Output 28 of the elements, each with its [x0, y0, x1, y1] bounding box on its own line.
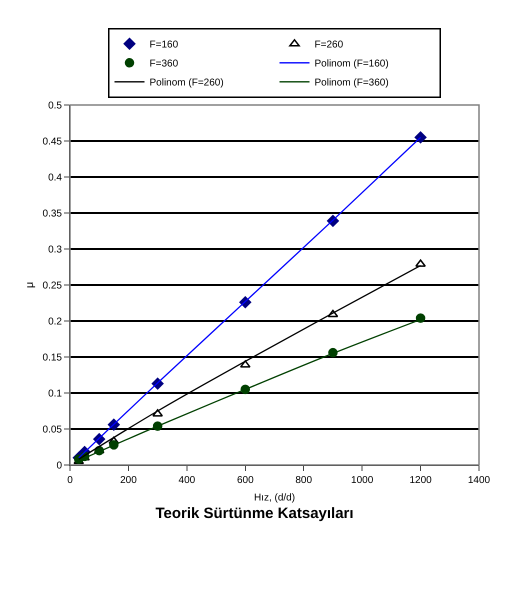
- y-tick-label: 0.45: [42, 136, 62, 148]
- x-tick-label: 1400: [468, 475, 491, 486]
- x-tick-label: 400: [178, 475, 196, 486]
- y-tick-label: 0.2: [48, 316, 62, 328]
- legend-label: Polinom (F=360): [314, 78, 389, 89]
- legend-label: Polinom (F=160): [314, 58, 389, 70]
- y-tick-label: 0.25: [42, 280, 62, 292]
- x-tick-label: 0: [67, 475, 74, 486]
- y-axis-title: μ: [24, 282, 36, 288]
- x-tick-label: 1000: [351, 475, 374, 486]
- y-tick-label: 0.5: [48, 100, 62, 112]
- x-axis-title: Hız, (d/d): [254, 492, 296, 504]
- y-tick-label: 0: [56, 460, 62, 472]
- legend-label: Polinom (F=260): [150, 78, 224, 89]
- legend-label: F=260: [314, 40, 344, 51]
- y-tick-label: 0.4: [48, 172, 62, 184]
- y-tick-label: 0.35: [42, 208, 62, 220]
- y-tick-label: 0.15: [42, 352, 62, 364]
- y-tick-label: 0.3: [48, 244, 62, 256]
- x-tick-label: 1200: [409, 475, 432, 486]
- text: Teorik Sürtünme Katsayıları: [155, 504, 354, 522]
- x-tick-label: 800: [295, 475, 312, 486]
- x-tick-label: 600: [236, 475, 254, 486]
- y-tick-label: 0.05: [42, 424, 62, 436]
- legend-label: F=160: [150, 40, 179, 51]
- legend-label: F=360: [150, 58, 179, 70]
- y-tick-label: 0.1: [48, 388, 62, 400]
- x-tick-label: 200: [120, 475, 138, 486]
